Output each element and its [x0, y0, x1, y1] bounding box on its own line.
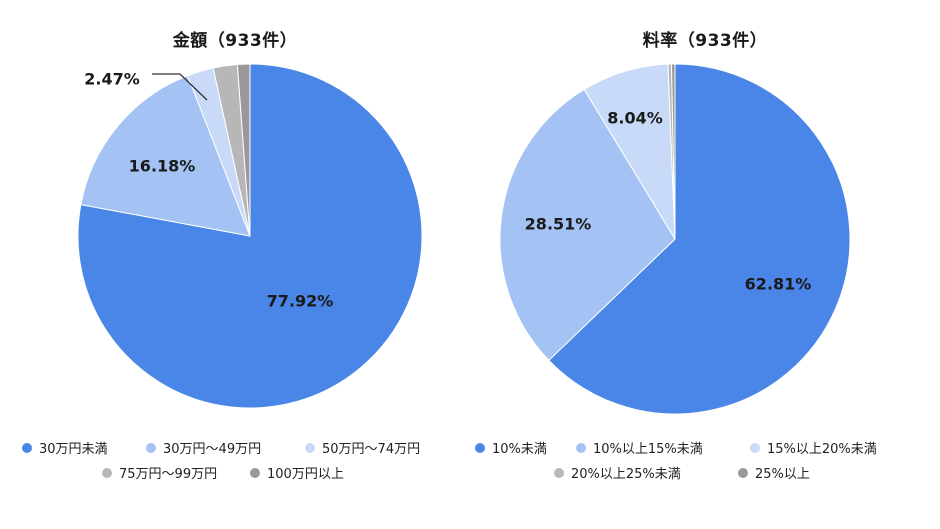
legend-item: 10%以上15%未満 — [576, 438, 703, 457]
pie-slice — [583, 63, 676, 240]
slice-value-label: 62.81% — [745, 275, 812, 294]
chart-title-rate: 料率（933件） — [642, 31, 768, 51]
legend-label: 15%以上20%未満 — [767, 442, 877, 457]
legend-label: 10%以上15%未満 — [593, 442, 703, 457]
legend-label: 50万円～74万円 — [322, 442, 421, 457]
slice-value-label: 16.18% — [129, 157, 196, 176]
legend-swatch — [576, 442, 586, 453]
legend-item: 20%以上25%未満 — [554, 463, 681, 482]
legend-swatch — [22, 442, 32, 453]
pie-slice — [670, 63, 676, 240]
legend-label: 30万円未満 — [39, 442, 108, 457]
legend-item: 15%以上20%未満 — [750, 438, 877, 457]
legend-item: 50万円～74万円 — [305, 438, 420, 457]
slice-value-label: 2.47% — [84, 70, 140, 89]
legend-swatch — [750, 442, 760, 453]
slice-value-label: 28.51% — [525, 215, 592, 234]
pie-slice — [236, 63, 251, 237]
legend-item: 75万円～99万円 — [102, 463, 217, 482]
legend-item: 30万円未満 — [22, 438, 108, 457]
slice-value-label: 77.92% — [267, 292, 334, 311]
legend-label: 25%以上 — [755, 467, 810, 482]
legend-label: 30万円～49万円 — [163, 442, 262, 457]
legend-swatch — [146, 442, 156, 453]
legend-item: 25%以上 — [738, 463, 810, 482]
chart-rate: 料率（933件） 62.81% 28.51% 8.04% — [470, 0, 940, 529]
legend-swatch — [250, 467, 260, 478]
legend-item: 100万円以上 — [250, 463, 344, 482]
pie-rate: 62.81% 28.51% 8.04% — [499, 63, 851, 415]
pie-amount: 77.92% 16.18% 2.47% — [77, 63, 423, 409]
legend-swatch — [305, 442, 315, 453]
legend-swatch — [738, 467, 748, 478]
pie-slice — [548, 63, 851, 415]
pie-slice — [499, 88, 676, 362]
legend-label: 100万円以上 — [267, 467, 344, 482]
pie-slice — [80, 75, 251, 237]
legend-label: 20%以上25%未満 — [571, 467, 681, 482]
legend-label: 10%未満 — [492, 442, 547, 457]
legend-swatch — [102, 467, 112, 478]
legend-label: 75万円～99万円 — [119, 467, 218, 482]
legend-swatch — [554, 467, 564, 478]
leader-line — [152, 73, 208, 101]
legend-swatch — [475, 442, 485, 453]
chart-title-amount: 金額（933件） — [172, 31, 298, 51]
legend-item: 30万円～49万円 — [146, 438, 261, 457]
chart-amount: 金額（933件） 77.92% 16.18% 2.47% — [77, 31, 423, 409]
legend-item: 10%未満 — [475, 438, 547, 457]
slice-value-label: 8.04% — [607, 109, 663, 128]
